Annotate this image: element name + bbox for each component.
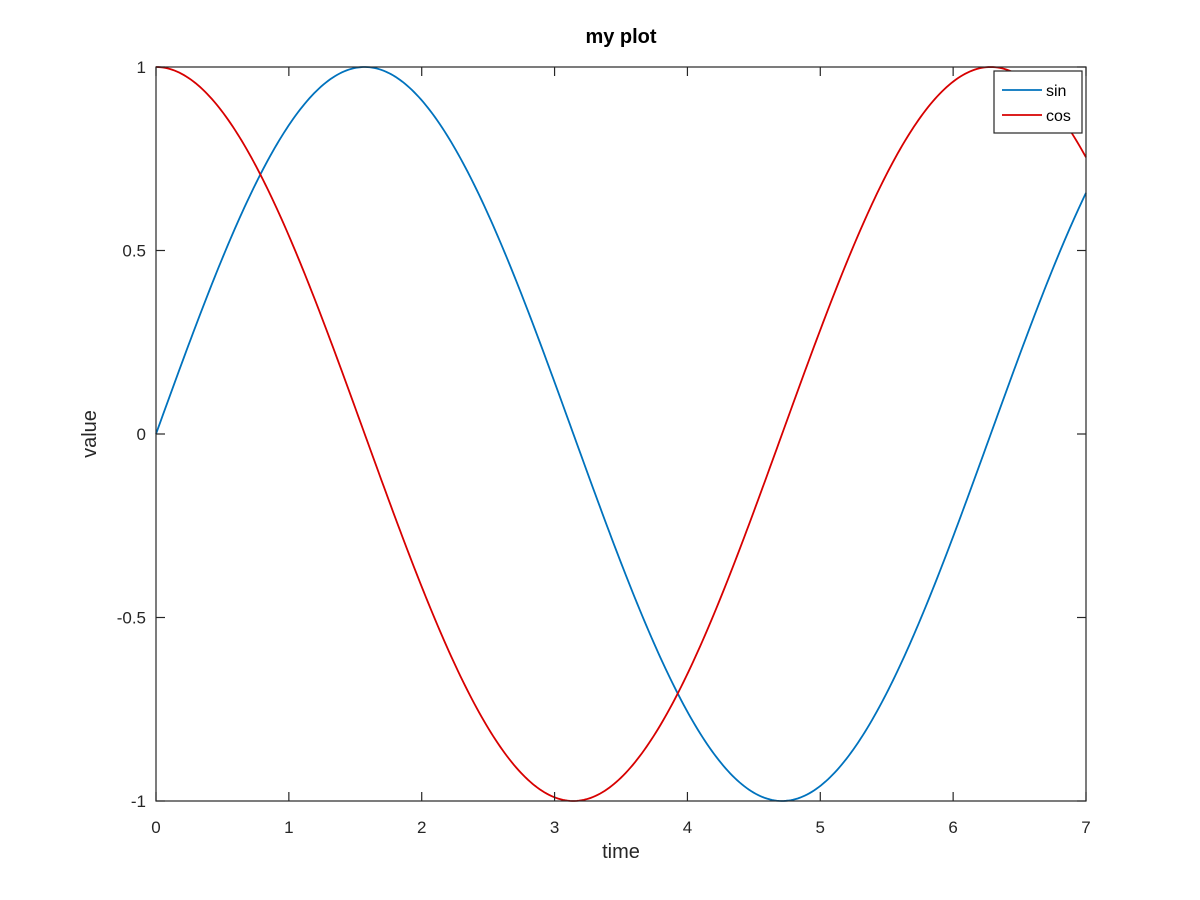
y-axis-label: value	[79, 410, 101, 458]
legend-label-sin: sin	[1046, 83, 1066, 100]
x-tick-label: 2	[417, 818, 426, 837]
x-tick-label: 7	[1081, 818, 1090, 837]
plot-area	[156, 67, 1086, 801]
x-axis-label: time	[602, 841, 640, 863]
y-tick-label: -0.5	[117, 609, 146, 628]
y-tick-label: -1	[131, 792, 146, 811]
legend-box	[993, 70, 1083, 134]
y-tick-label: 0	[137, 425, 146, 444]
x-tick-label: 4	[683, 818, 692, 837]
series-layer	[155, 66, 1087, 802]
legend: sin cos	[993, 70, 1083, 134]
chart-title: my plot	[585, 26, 656, 48]
ticks-layer: 0 1 2 3 4 5 6 7 -1 -0.5 0 0.5 1	[117, 58, 1091, 837]
y-tick-label: 1	[137, 58, 146, 77]
x-tick-label: 6	[948, 818, 957, 837]
legend-label-cos: cos	[1046, 108, 1071, 125]
series-line-sin	[155, 66, 1087, 802]
x-tick-label: 0	[151, 818, 160, 837]
x-tick-label: 5	[816, 818, 825, 837]
y-tick-label: 0.5	[122, 242, 146, 261]
series-line-cos	[155, 66, 1087, 802]
x-tick-label: 3	[550, 818, 559, 837]
x-tick-label: 1	[284, 818, 293, 837]
